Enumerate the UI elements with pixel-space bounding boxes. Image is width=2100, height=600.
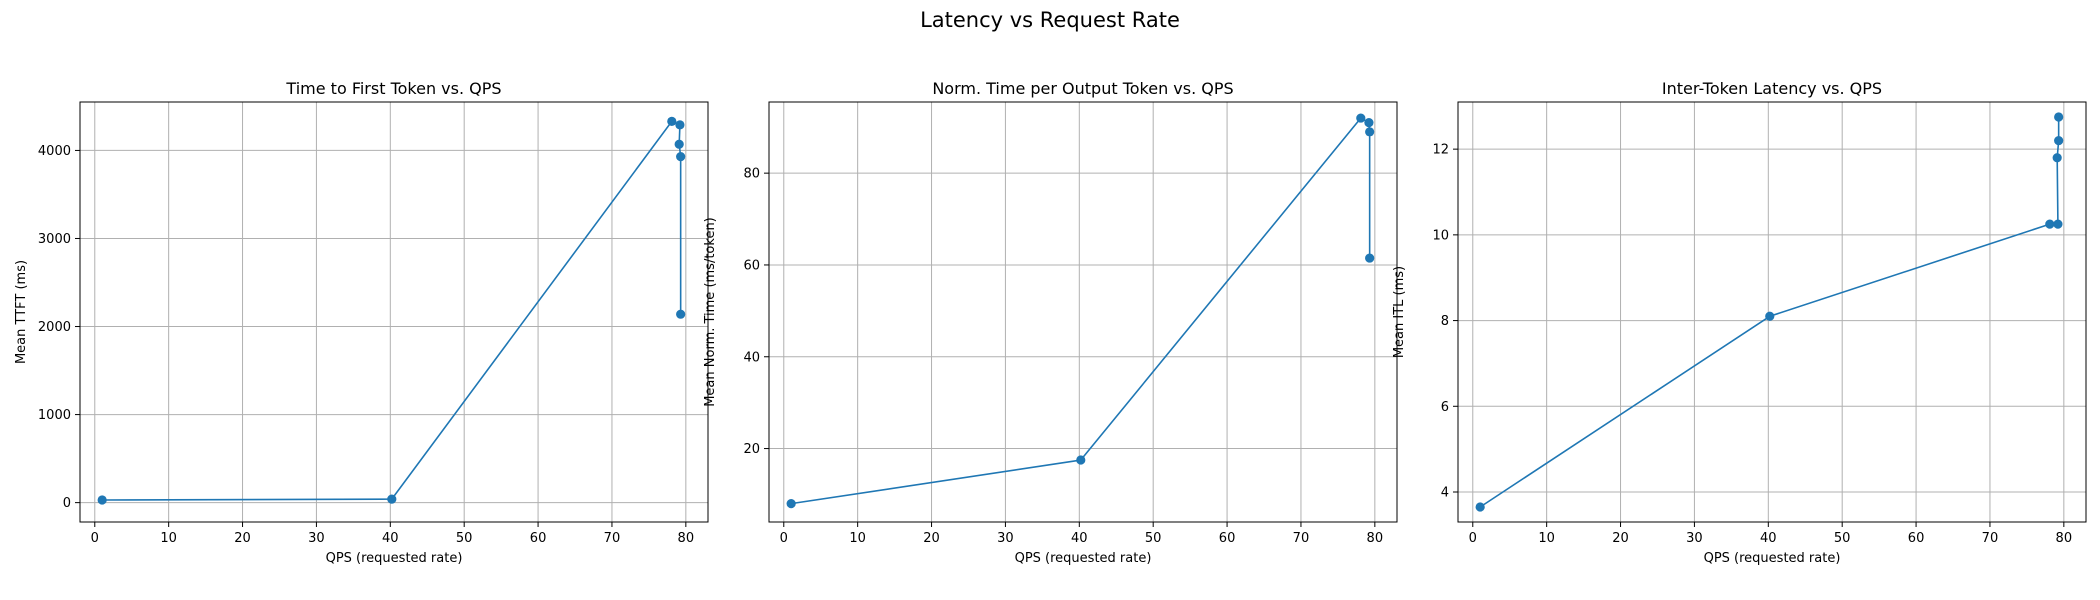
y-tick-label: 12 (1432, 143, 1449, 158)
data-point (667, 116, 677, 126)
x-tick-label: 40 (382, 531, 399, 546)
data-point (2045, 219, 2055, 229)
data-point (1475, 502, 1485, 512)
chart-title: Inter-Token Latency vs. QPS (1662, 79, 1882, 98)
x-tick-label: 0 (91, 531, 99, 546)
x-tick-label: 50 (1145, 531, 1162, 546)
x-tick-label: 70 (1982, 531, 1999, 546)
x-tick-label: 70 (604, 531, 621, 546)
data-point (786, 499, 796, 509)
x-tick-label: 20 (923, 531, 940, 546)
x-tick-label: 50 (456, 531, 473, 546)
y-tick-label: 60 (743, 258, 760, 273)
data-point (1356, 113, 1366, 123)
x-tick-label: 10 (1538, 531, 1555, 546)
x-tick-label: 80 (678, 531, 695, 546)
y-tick-label: 2000 (38, 320, 71, 335)
data-point (387, 494, 397, 504)
data-point (676, 309, 686, 319)
axes-frame (1457, 101, 2087, 523)
data-point (1365, 253, 1375, 263)
x-tick-label: 50 (1834, 531, 1851, 546)
y-tick-label: 80 (743, 167, 760, 182)
chart-panel-2: 0 10 20 30 40 50 60 70 80 20 40 60 80 Norm. Time per … (703, 79, 1398, 566)
y-tick-label: 10 (1432, 228, 1449, 243)
y-tick-label: 4 (1441, 486, 1449, 501)
x-tick-label: 60 (1908, 531, 1925, 546)
data-point (1765, 311, 1775, 321)
x-tick-label: 0 (1469, 531, 1477, 546)
y-tick-label: 6 (1441, 400, 1449, 415)
y-axis-label: Mean Norm. Time (ms/token) (703, 217, 718, 407)
x-tick-label: 40 (1760, 531, 1777, 546)
data-point (674, 139, 684, 149)
x-tick-label: 20 (234, 531, 251, 546)
data-point (97, 495, 107, 505)
x-tick-label: 30 (997, 531, 1014, 546)
x-tick-label: 10 (849, 531, 866, 546)
x-tick-label: 60 (530, 531, 547, 546)
x-axis-label: QPS (requested rate) (1015, 551, 1152, 566)
x-tick-label: 30 (1686, 531, 1703, 546)
x-tick-label: 70 (1293, 531, 1310, 546)
x-tick-label: 40 (1071, 531, 1088, 546)
data-point (2053, 219, 2063, 229)
y-axis-label: Mean ITL (ms) (1392, 266, 1407, 358)
data-point (2052, 153, 2062, 163)
y-tick-label: 0 (63, 496, 71, 511)
data-point (1365, 127, 1375, 137)
x-tick-label: 0 (780, 531, 788, 546)
x-tick-label: 80 (2056, 531, 2073, 546)
y-axis-label: Mean TTFT (ms) (14, 260, 29, 364)
chart-title: Time to First Token vs. QPS (285, 79, 501, 98)
chart-panel-3: 0 10 20 30 40 50 60 70 80 4 6 8 10 12 Inter-Token Late… (1392, 79, 2087, 566)
chart-panel-1: 0 10 20 30 40 50 60 70 80 0 1000 2000 3000 4000 Time t… (14, 79, 709, 566)
x-axis-label: QPS (requested rate) (326, 551, 463, 566)
series-line (102, 120, 682, 501)
axes-frame (79, 101, 709, 523)
x-tick-label: 30 (308, 531, 325, 546)
data-point (2054, 112, 2064, 122)
y-tick-label: 40 (743, 350, 760, 365)
y-tick-label: 4000 (38, 144, 71, 159)
y-tick-label: 1000 (38, 408, 71, 423)
data-point (676, 151, 686, 162)
data-point (1364, 118, 1374, 128)
data-point (675, 120, 685, 130)
y-tick-label: 8 (1441, 314, 1449, 329)
x-tick-label: 60 (1219, 531, 1236, 546)
data-point (1076, 455, 1086, 465)
x-tick-label: 80 (1367, 531, 1384, 546)
y-tick-label: 3000 (38, 232, 71, 247)
axes-frame (768, 101, 1398, 523)
y-tick-label: 20 (743, 442, 760, 457)
x-tick-label: 20 (1612, 531, 1629, 546)
figure-title: Latency vs Request Rate (920, 8, 1180, 32)
x-axis-label: QPS (requested rate) (1704, 551, 1841, 566)
data-point (2054, 135, 2064, 146)
chart-title: Norm. Time per Output Token vs. QPS (932, 79, 1233, 98)
series-line (791, 117, 1371, 505)
x-tick-label: 10 (160, 531, 177, 546)
